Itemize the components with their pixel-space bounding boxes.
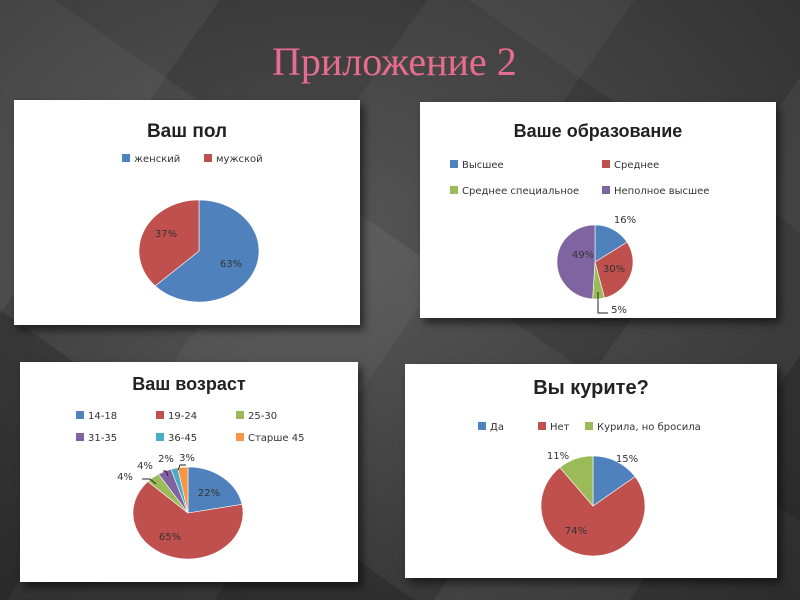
data-label-мужской: 37% [155,229,177,240]
legend-swatch-среднее [602,160,610,168]
data-label-курила-но-бросила: 11% [547,451,569,462]
leader-line [177,464,186,471]
data-label-высшее: 16% [614,215,636,226]
pie-slice-курила-но-бросила [559,455,594,507]
legend-swatch-высшее [450,160,458,168]
legend-swatch-мужской [204,154,212,162]
slide-title: Приложение 2 [272,39,517,84]
pie-chart-svg: Ваше образование Высшее Среднее Среднее спе… [450,121,709,316]
legend-label-19-24: 19-24 [168,411,197,422]
pie-chart-svg: Вы курите? Да Нет Курила, но бросила 15% 74% 1… [478,377,701,557]
legend-swatch-25-30 [236,411,244,419]
pie-slice-нет [540,467,646,557]
leader-line [142,478,157,485]
pie-slice-мужской [138,199,200,287]
pie-slice-14-18 [187,466,243,514]
legend-label-36-45: 36-45 [168,433,197,444]
legend-swatch-курила-но-бросила [585,422,593,430]
legend-swatch-14-18 [76,411,84,419]
data-label-да: 15% [616,454,638,465]
chart-gender-panel: Ваш пол женский мужской 63% 37% [14,100,360,325]
legend-swatch-старше-45 [236,433,244,441]
chart-title: Ваш возраст [132,374,246,394]
legend-swatch-36-45 [156,433,164,441]
chart-title: Вы курите? [533,377,649,399]
data-label-среднее-специальное: 5% [611,305,627,316]
legend-swatch-нет [538,422,546,430]
chart-title: Ваш пол [147,121,227,142]
pie-slice-неполное-высшее [556,224,596,300]
legend-label-курила-но-бросила: Курила, но бросила [597,422,701,433]
data-label-женский: 63% [220,259,242,270]
pie-slice-да [592,455,636,507]
pie-chart-svg: Ваш возраст 14-18 19-24 25-30 31-35 36-45 Стар… [76,374,305,560]
chart-age-panel: Ваш возраст 14-18 19-24 25-30 31-35 36-45 Стар… [20,362,358,582]
pie-slice-среднее [594,241,634,299]
data-label-нет: 74% [565,526,587,537]
legend-label-мужской: мужской [216,154,263,165]
pie-slice-женский [154,199,260,303]
pie-chart-svg: Ваш пол женский мужской 63% 37% [122,121,263,303]
data-label-31-35: 4% [137,461,153,472]
legend-label-высшее: Высшее [462,160,504,171]
legend-label-нет: Нет [550,422,570,433]
legend-swatch-среднее-специальное [450,186,458,194]
legend-label-среднее-специальное: Среднее специальное [462,186,579,197]
legend-swatch-неполное-высшее [602,186,610,194]
chart-smoking-panel: Вы курите? Да Нет Курила, но бросила 15% 74% 1… [405,364,777,578]
data-label-25-30: 4% [117,472,133,483]
chart-education-panel: Ваше образование Высшее Среднее Среднее спе… [420,102,776,318]
data-label-36-45: 2% [158,454,174,465]
legend-label-старше-45: Старше 45 [248,433,305,444]
legend-swatch-31-35 [76,433,84,441]
pie-slice-19-24 [132,481,244,560]
data-label-14-18: 22% [198,488,220,499]
legend-label-да: Да [490,422,504,433]
data-label-19-24: 65% [159,532,181,543]
legend-label-14-18: 14-18 [88,411,117,422]
legend-label-неполное-высшее: Неполное высшее [614,186,709,197]
data-label-среднее: 30% [603,264,625,275]
legend-swatch-19-24 [156,411,164,419]
legend-swatch-женский [122,154,130,162]
legend-label-31-35: 31-35 [88,433,117,444]
data-label-старше-45: 3% [179,453,195,464]
legend-label-25-30: 25-30 [248,411,277,422]
leader-line [597,292,608,314]
chart-title: Ваше образование [514,121,683,141]
legend-swatch-да [478,422,486,430]
data-label-неполное-высшее: 49% [572,250,594,261]
pie-slice-старше-45 [177,466,189,514]
legend-label-среднее: Среднее [614,160,659,171]
legend-label-женский: женский [134,154,180,165]
leader-line [163,470,169,477]
